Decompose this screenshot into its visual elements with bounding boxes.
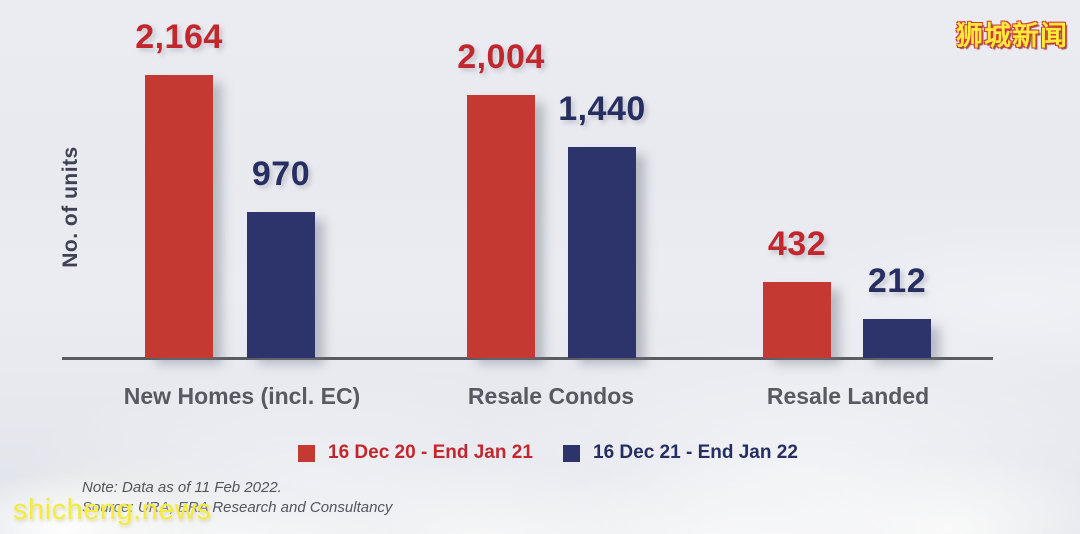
legend: 16 Dec 20 - End Jan 21 16 Dec 21 - End J… xyxy=(0,442,1080,464)
watermark: shicheng.news xyxy=(13,494,212,526)
source-line: Source: URA, ERA Research and Consultanc… xyxy=(82,499,393,516)
x-axis-line xyxy=(62,357,993,360)
legend-swatch-navy xyxy=(563,444,580,462)
legend-item-period-1: 16 Dec 20 - End Jan 21 xyxy=(298,442,533,464)
bar xyxy=(247,212,315,358)
bar-value-label: 432 xyxy=(767,225,827,263)
bar-col-s1-c0: 970 xyxy=(247,155,315,358)
plot-area: 2,164 2,004 432 970 1,440 212 xyxy=(62,18,993,360)
bar-value-label: 1,440 xyxy=(558,90,646,128)
bar-value-label: 970 xyxy=(251,155,311,193)
bar xyxy=(467,95,535,358)
category-label-resale-landed: Resale Landed xyxy=(766,383,930,409)
legend-label-period-2: 16 Dec 21 - End Jan 22 xyxy=(593,442,798,463)
bar xyxy=(568,147,636,358)
legend-swatch-red xyxy=(298,444,315,462)
legend-item-period-2: 16 Dec 21 - End Jan 22 xyxy=(563,442,798,464)
bar xyxy=(763,282,831,358)
bar-value-label: 2,004 xyxy=(457,38,545,76)
category-label-new-homes: New Homes (incl. EC) xyxy=(123,383,361,409)
category-label-resale-condos: Resale Condos xyxy=(467,383,635,409)
footnotes: Note: Data as of 11 Feb 2022. Source: UR… xyxy=(82,478,392,518)
bar-col-s1-c2: 212 xyxy=(863,262,931,358)
bar-value-label: 212 xyxy=(867,262,927,300)
bar xyxy=(145,75,213,358)
site-logo: 狮城新闻 xyxy=(956,21,1068,51)
bar-col-s0-c1: 2,004 xyxy=(457,38,544,358)
bar-col-s0-c0: 2,164 xyxy=(135,18,222,358)
bar-col-s0-c2: 432 xyxy=(763,225,831,358)
legend-label-period-1: 16 Dec 20 - End Jan 21 xyxy=(328,442,533,463)
bar-col-s1-c1: 1,440 xyxy=(558,90,645,358)
bar-value-label: 2,164 xyxy=(135,18,223,56)
bar xyxy=(863,319,931,358)
note-line: Note: Data as of 11 Feb 2022. xyxy=(82,479,282,496)
